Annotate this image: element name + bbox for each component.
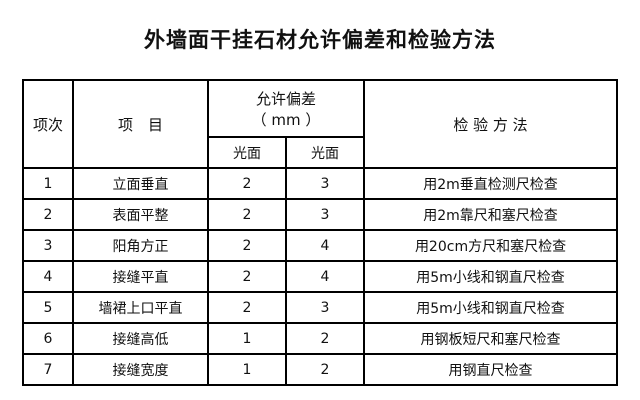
cell-no: 2 [22,198,74,231]
table-row: 6 接缝高低 1 2 用钢板短尺和塞尺检查 [22,322,619,355]
header-sub-a: 光面 [207,136,287,169]
cell-a: 2 [207,229,287,262]
cell-a: 2 [207,198,287,231]
cell-item: 表面平整 [72,198,209,231]
cell-no: 1 [22,167,74,200]
cell-item: 阳角方正 [72,229,209,262]
table-row: 7 接缝宽度 1 2 用钢直尺检查 [22,353,619,386]
cell-method: 用2m靠尺和塞尺检查 [363,198,619,231]
cell-a: 1 [207,353,287,386]
cell-item: 接缝平直 [72,260,209,293]
table-row: 1 立面垂直 2 3 用2m垂直检测尺检查 [22,167,619,200]
cell-method: 用2m垂直检测尺检查 [363,167,619,200]
cell-method: 用5m小线和钢直尺检查 [363,291,619,324]
cell-no: 6 [22,322,74,355]
cell-b: 3 [284,167,366,200]
cell-no: 4 [22,260,74,293]
cell-b: 4 [284,229,366,262]
cell-item: 接缝宽度 [72,353,209,386]
cell-a: 2 [207,167,287,200]
cell-a: 2 [207,291,287,324]
cell-a: 1 [207,322,287,355]
cell-method: 用20cm方尺和塞尺检查 [363,229,619,262]
header-method: 检 验 方 法 [363,79,619,169]
cell-b: 3 [284,198,366,231]
table-row: 4 接缝平直 2 4 用5m小线和钢直尺检查 [22,260,619,293]
cell-no: 5 [22,291,74,324]
cell-item: 墙裙上口平直 [72,291,209,324]
cell-b: 2 [284,353,366,386]
cell-method: 用5m小线和钢直尺检查 [363,260,619,293]
header-sub-b: 光面 [284,136,366,169]
cell-method: 用钢直尺检查 [363,353,619,386]
table-row: 2 表面平整 2 3 用2m靠尺和塞尺检查 [22,198,619,231]
cell-a: 2 [207,260,287,293]
header-tolerance-label: 允许偏差 [256,89,317,108]
cell-no: 3 [22,229,74,262]
header-index: 项次 [22,79,74,169]
cell-item: 立面垂直 [72,167,209,200]
tolerance-table: 项次 项 目 允许偏差 （ mm ） 检 验 方 法 光面 光面 1 立面垂直 2 3… [22,79,619,386]
cell-item: 接缝高低 [72,322,209,355]
header-tolerance: 允许偏差 （ mm ） [206,79,366,138]
header-tolerance-unit: （ mm ） [251,110,321,129]
page-title: 外墙面干挂石材允许偏差和检验方法 [144,28,496,52]
cell-b: 4 [284,260,366,293]
cell-no: 7 [22,353,74,386]
cell-b: 2 [284,322,366,355]
header-item: 项 目 [72,79,209,169]
table-row: 5 墙裙上口平直 2 3 用5m小线和钢直尺检查 [22,291,619,324]
table-row: 3 阳角方正 2 4 用20cm方尺和塞尺检查 [22,229,619,262]
cell-method: 用钢板短尺和塞尺检查 [363,322,619,355]
cell-b: 3 [284,291,366,324]
